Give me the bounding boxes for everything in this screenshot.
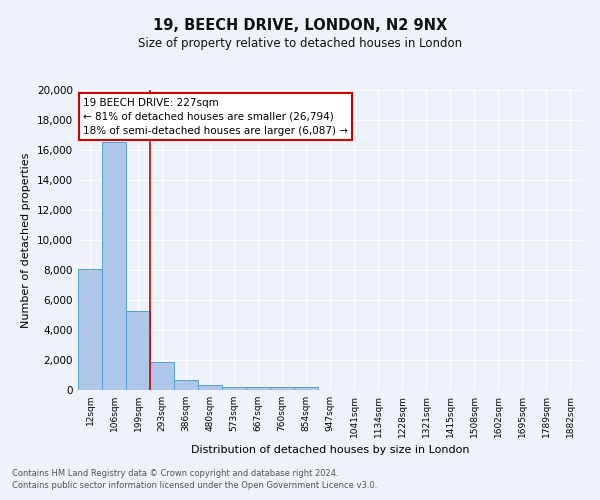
Text: Size of property relative to detached houses in London: Size of property relative to detached ho…: [138, 38, 462, 51]
Bar: [126, 310, 150, 390]
Bar: [246, 387, 270, 390]
Text: 19 BEECH DRIVE: 227sqm
← 81% of detached houses are smaller (26,794)
18% of semi: 19 BEECH DRIVE: 227sqm ← 81% of detached…: [83, 98, 348, 136]
Text: Contains public sector information licensed under the Open Government Licence v3: Contains public sector information licen…: [12, 481, 377, 490]
Text: Contains HM Land Registry data © Crown copyright and database right 2024.: Contains HM Land Registry data © Crown c…: [12, 468, 338, 477]
X-axis label: Distribution of detached houses by size in London: Distribution of detached houses by size …: [191, 446, 469, 456]
Bar: [294, 388, 318, 390]
Bar: [198, 385, 222, 390]
Bar: [222, 386, 246, 390]
Y-axis label: Number of detached properties: Number of detached properties: [22, 152, 31, 328]
Bar: [150, 362, 174, 390]
Bar: [174, 380, 198, 390]
Bar: [102, 142, 126, 390]
Bar: [270, 387, 294, 390]
Bar: [78, 268, 102, 390]
Text: 19, BEECH DRIVE, LONDON, N2 9NX: 19, BEECH DRIVE, LONDON, N2 9NX: [153, 18, 447, 32]
